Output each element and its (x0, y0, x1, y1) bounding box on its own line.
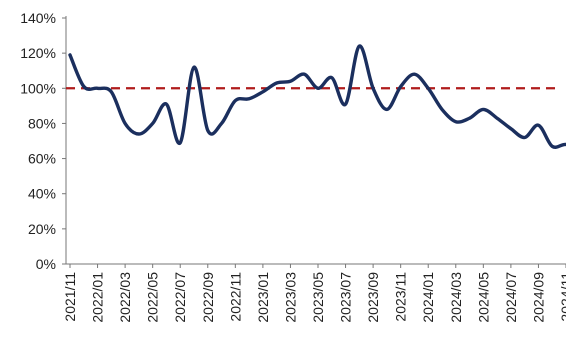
x-tick-label: 2024/05 (475, 272, 491, 323)
series-line (68, 44, 566, 149)
y-tick-label: 20% (28, 221, 56, 237)
x-tick-label: 2024/11 (558, 272, 566, 322)
x-tick-label: 2022/01 (90, 272, 106, 323)
x-tick-label: 2022/11 (227, 272, 243, 322)
x-tick-label: 2023/05 (310, 272, 326, 323)
x-tick-label: 2024/07 (503, 272, 519, 323)
y-tick-label: 0% (36, 256, 56, 272)
y-axis: 0% 20% 40% 60% 80% 100% 120% 140% (20, 10, 67, 272)
x-tick-label: 2023/09 (365, 272, 381, 323)
x-tick-label: 2023/01 (255, 272, 271, 323)
x-axis: 2021/11 2022/01 2022/03 2022/05 2022/07 2022/… (62, 263, 566, 323)
series-group (68, 44, 566, 149)
x-tick-label: 2022/05 (145, 272, 161, 323)
x-tick-label: 2022/09 (200, 272, 216, 323)
x-tick-label: 2022/07 (172, 272, 188, 323)
x-tick-label: 2022/03 (117, 272, 133, 323)
x-tick-label: 2023/11 (393, 272, 409, 322)
y-tick-label: 140% (20, 10, 56, 26)
x-tick-label: 2021/11 (62, 272, 78, 322)
x-tick-label: 2023/03 (282, 272, 298, 323)
x-tick-label: 2023/07 (338, 272, 354, 323)
y-tick-label: 120% (20, 45, 56, 61)
y-tick-label: 60% (28, 151, 56, 167)
x-tick-label: 2024/03 (448, 272, 464, 323)
y-tick-label: 100% (20, 80, 56, 96)
x-tick-label: 2024/09 (530, 272, 546, 323)
y-tick-label: 40% (28, 186, 56, 202)
x-tick-label: 2024/01 (420, 272, 436, 323)
y-tick-label: 80% (28, 115, 56, 131)
